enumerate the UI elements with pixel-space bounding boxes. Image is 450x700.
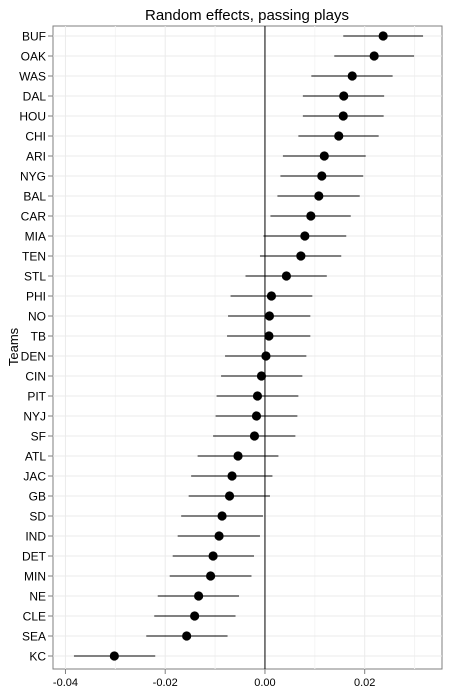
y-tick-label-cle: CLE: [23, 610, 46, 624]
point-was: [347, 71, 357, 81]
point-det: [208, 551, 218, 561]
y-tick-label-was: WAS: [19, 70, 46, 84]
point-phi: [266, 291, 277, 301]
point-sd: [217, 511, 227, 521]
y-tick-label-mia: MIA: [25, 230, 46, 244]
point-gb: [224, 491, 235, 501]
point-no: [264, 311, 275, 321]
point-sea: [182, 631, 192, 641]
y-tick-labels: BUF OAK WAS DAL HOU CHI ARI NYG BAL CAR MIA TEN STL P…: [19, 30, 53, 664]
point-tb: [264, 331, 274, 341]
point-car: [306, 211, 316, 221]
point-mia: [300, 231, 310, 241]
y-tick-label-sd: SD: [29, 510, 46, 524]
y-tick-label-tb: TB: [31, 330, 46, 344]
point-ne: [194, 591, 204, 601]
point-bal: [314, 191, 324, 201]
y-tick-label-ten: TEN: [22, 250, 46, 264]
y-axis-title: Teams: [6, 327, 21, 366]
y-tick-label-det: DET: [22, 550, 47, 564]
point-nyg: [317, 171, 327, 181]
y-tick-label-bal: BAL: [23, 190, 46, 204]
plot-panel: [52, 25, 443, 670]
point-atl: [233, 451, 243, 461]
y-tick-label-kc: KC: [29, 650, 46, 664]
y-tick-label-ne: NE: [29, 590, 46, 604]
y-tick-label-sea: SEA: [22, 630, 46, 644]
point-oak: [369, 51, 379, 61]
y-tick-label-min: MIN: [24, 570, 46, 584]
y-tick-label-cin: CIN: [25, 370, 46, 384]
point-jac: [227, 471, 237, 481]
chart-title: Random effects, passing plays: [145, 7, 349, 24]
y-tick-label-nyj: NYJ: [23, 410, 46, 424]
point-cin: [256, 371, 267, 381]
point-hou: [338, 111, 348, 121]
point-min: [205, 571, 216, 581]
y-tick-label-pit: PIT: [27, 390, 46, 404]
y-tick-label-oak: OAK: [21, 50, 46, 64]
y-tick-label-gb: GB: [29, 490, 46, 504]
point-stl: [281, 271, 291, 281]
point-layer: [109, 31, 388, 661]
y-tick-label-nyg: NYG: [20, 170, 46, 184]
y-tick-label-phi: PHI: [26, 290, 46, 304]
point-dal: [339, 91, 349, 101]
point-nyj: [251, 411, 262, 421]
y-tick-label-sf: SF: [31, 430, 46, 444]
point-den: [261, 351, 271, 361]
x-tick-label: -0.04: [53, 677, 78, 689]
y-tick-label-ari: ARI: [26, 150, 46, 164]
y-tick-label-buf: BUF: [22, 30, 46, 44]
y-tick-label-no: NO: [28, 310, 46, 324]
x-tick-label: -0.02: [153, 677, 178, 689]
point-ari: [319, 151, 329, 161]
point-sf: [249, 431, 260, 441]
y-tick-label-atl: ATL: [25, 450, 46, 464]
y-tick-label-car: CAR: [21, 210, 47, 224]
point-cle: [190, 611, 200, 621]
point-pit: [252, 391, 263, 401]
y-tick-label-den: DEN: [21, 350, 46, 364]
point-ind: [214, 531, 224, 541]
y-tick-label-ind: IND: [25, 530, 46, 544]
point-chi: [334, 131, 344, 141]
y-tick-label-hou: HOU: [19, 110, 46, 124]
x-tick-label: 0.02: [354, 677, 375, 689]
point-kc: [109, 651, 119, 661]
point-buf: [378, 31, 388, 41]
x-tick-labels: -0.04 -0.02 0.00 0.02: [53, 669, 375, 689]
y-tick-label-stl: STL: [24, 270, 46, 284]
x-tick-label: 0.00: [254, 677, 275, 689]
point-ten: [296, 251, 306, 261]
y-tick-label-chi: CHI: [25, 130, 46, 144]
y-tick-label-dal: DAL: [23, 90, 47, 104]
y-tick-label-jac: JAC: [23, 470, 46, 484]
